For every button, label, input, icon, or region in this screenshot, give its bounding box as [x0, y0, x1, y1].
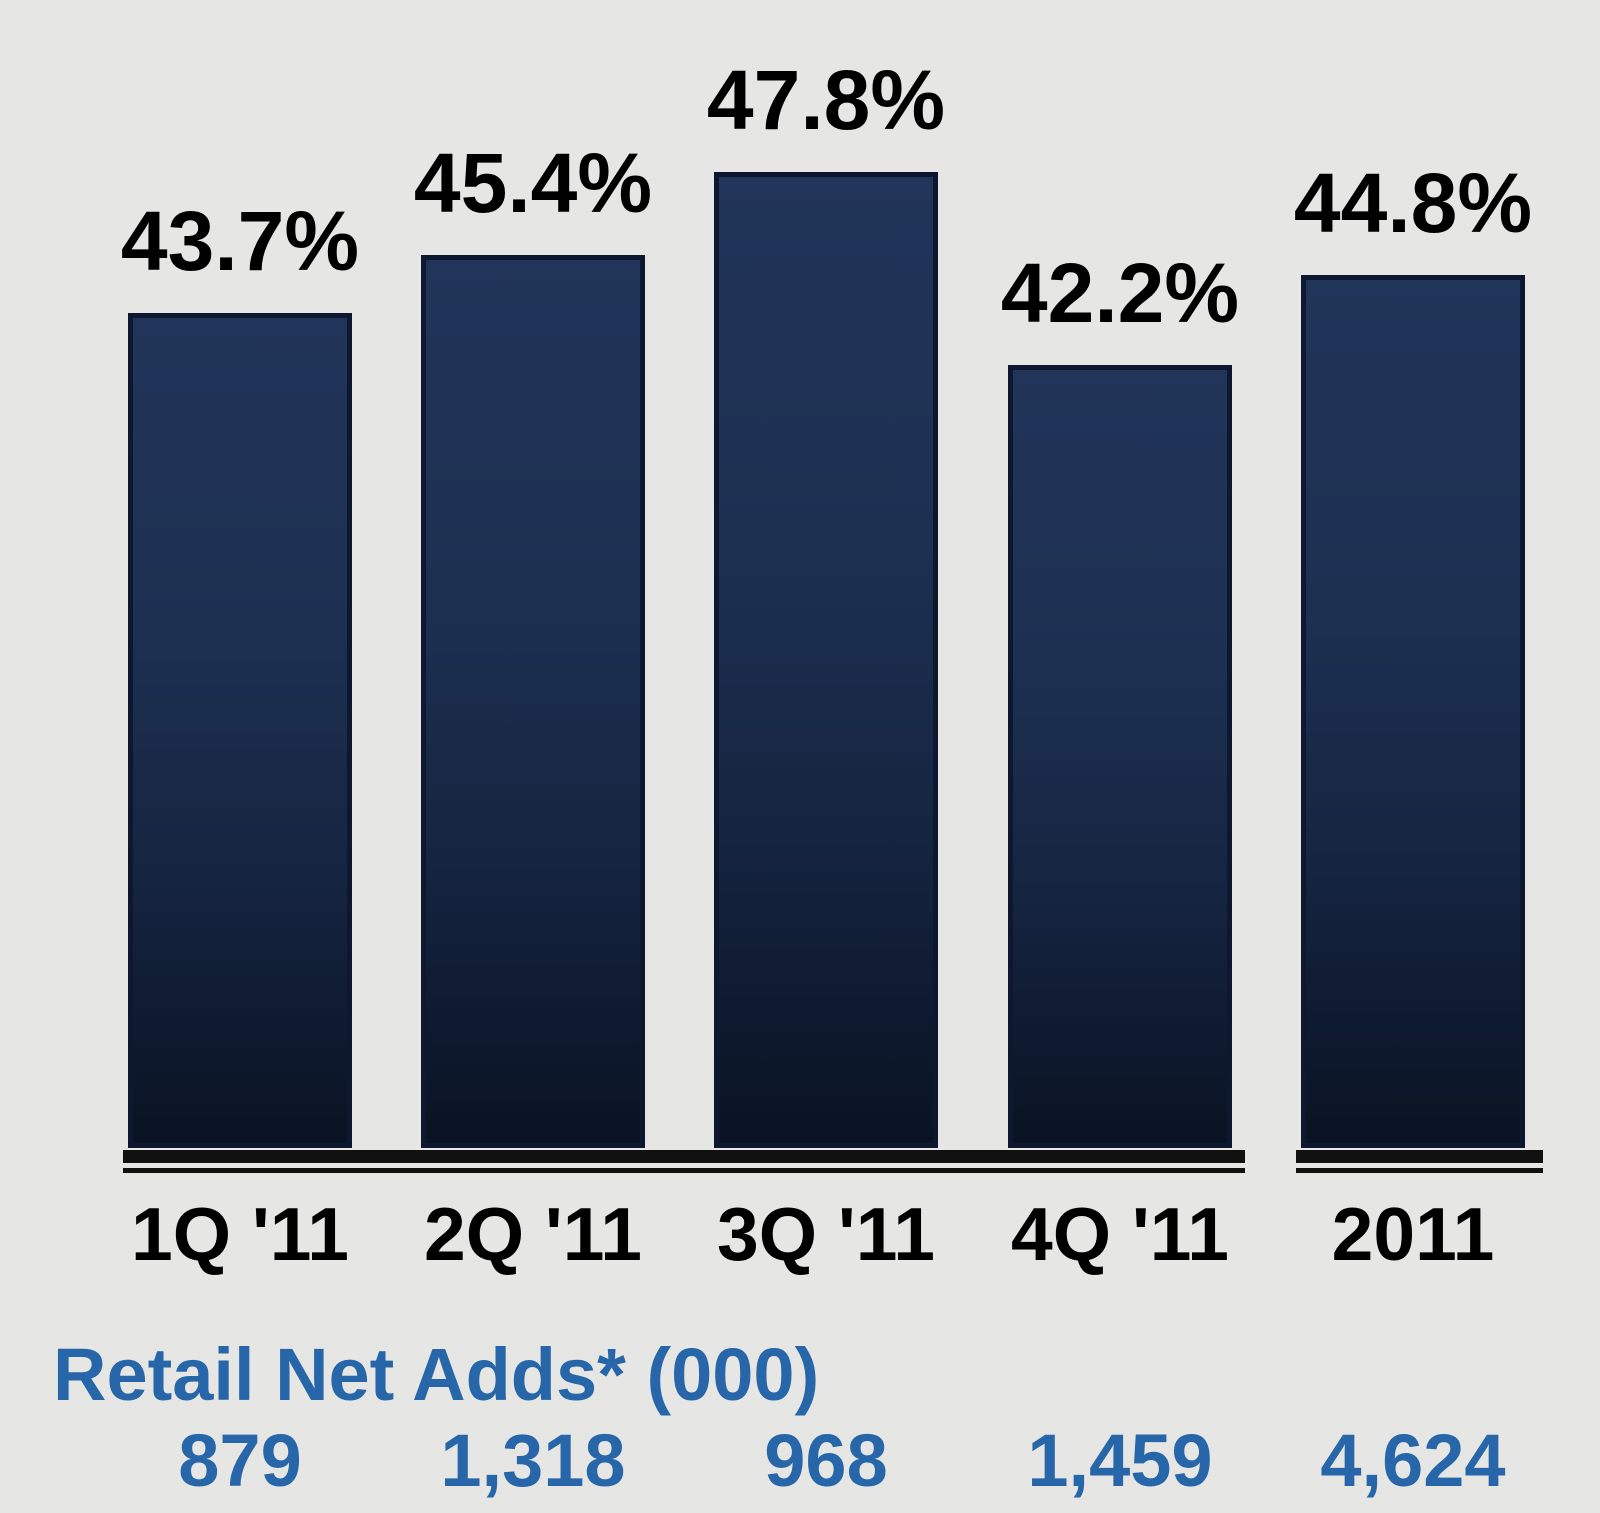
x-axis-thick-line	[1296, 1150, 1543, 1163]
data-label-1: 43.7%	[120, 194, 360, 288]
data-label-4: 42.2%	[1000, 246, 1240, 340]
bar-1	[128, 313, 352, 1148]
bar-2	[421, 255, 645, 1148]
data-label-5: 44.8%	[1293, 156, 1533, 250]
category-label-2: 2Q '11	[423, 1192, 642, 1276]
x-axis-thin-line	[1296, 1168, 1543, 1173]
data-label-3: 47.8%	[706, 53, 946, 147]
category-label-5: 2011	[1331, 1192, 1495, 1276]
category-label-1: 1Q '11	[130, 1192, 349, 1276]
data-label-2: 45.4%	[413, 136, 653, 230]
category-label-4: 4Q '11	[1010, 1192, 1229, 1276]
bar-5	[1301, 275, 1525, 1148]
secondary-value-3: 968	[764, 1419, 888, 1502]
x-axis-thick-line	[123, 1150, 1245, 1163]
x-axis-thin-line	[123, 1168, 1245, 1173]
bar-3	[714, 172, 938, 1148]
secondary-value-1: 879	[178, 1419, 302, 1502]
secondary-value-4: 1,459	[1027, 1419, 1213, 1502]
x-axis-line-annual	[1296, 1150, 1543, 1173]
x-axis-line-quarters	[123, 1150, 1245, 1173]
secondary-row-label: Retail Net Adds* (000)	[53, 1333, 820, 1416]
bar-4	[1008, 365, 1232, 1148]
secondary-value-2: 1,318	[440, 1419, 626, 1502]
category-label-3: 3Q '11	[716, 1192, 935, 1276]
secondary-value-5: 4,624	[1320, 1419, 1506, 1502]
